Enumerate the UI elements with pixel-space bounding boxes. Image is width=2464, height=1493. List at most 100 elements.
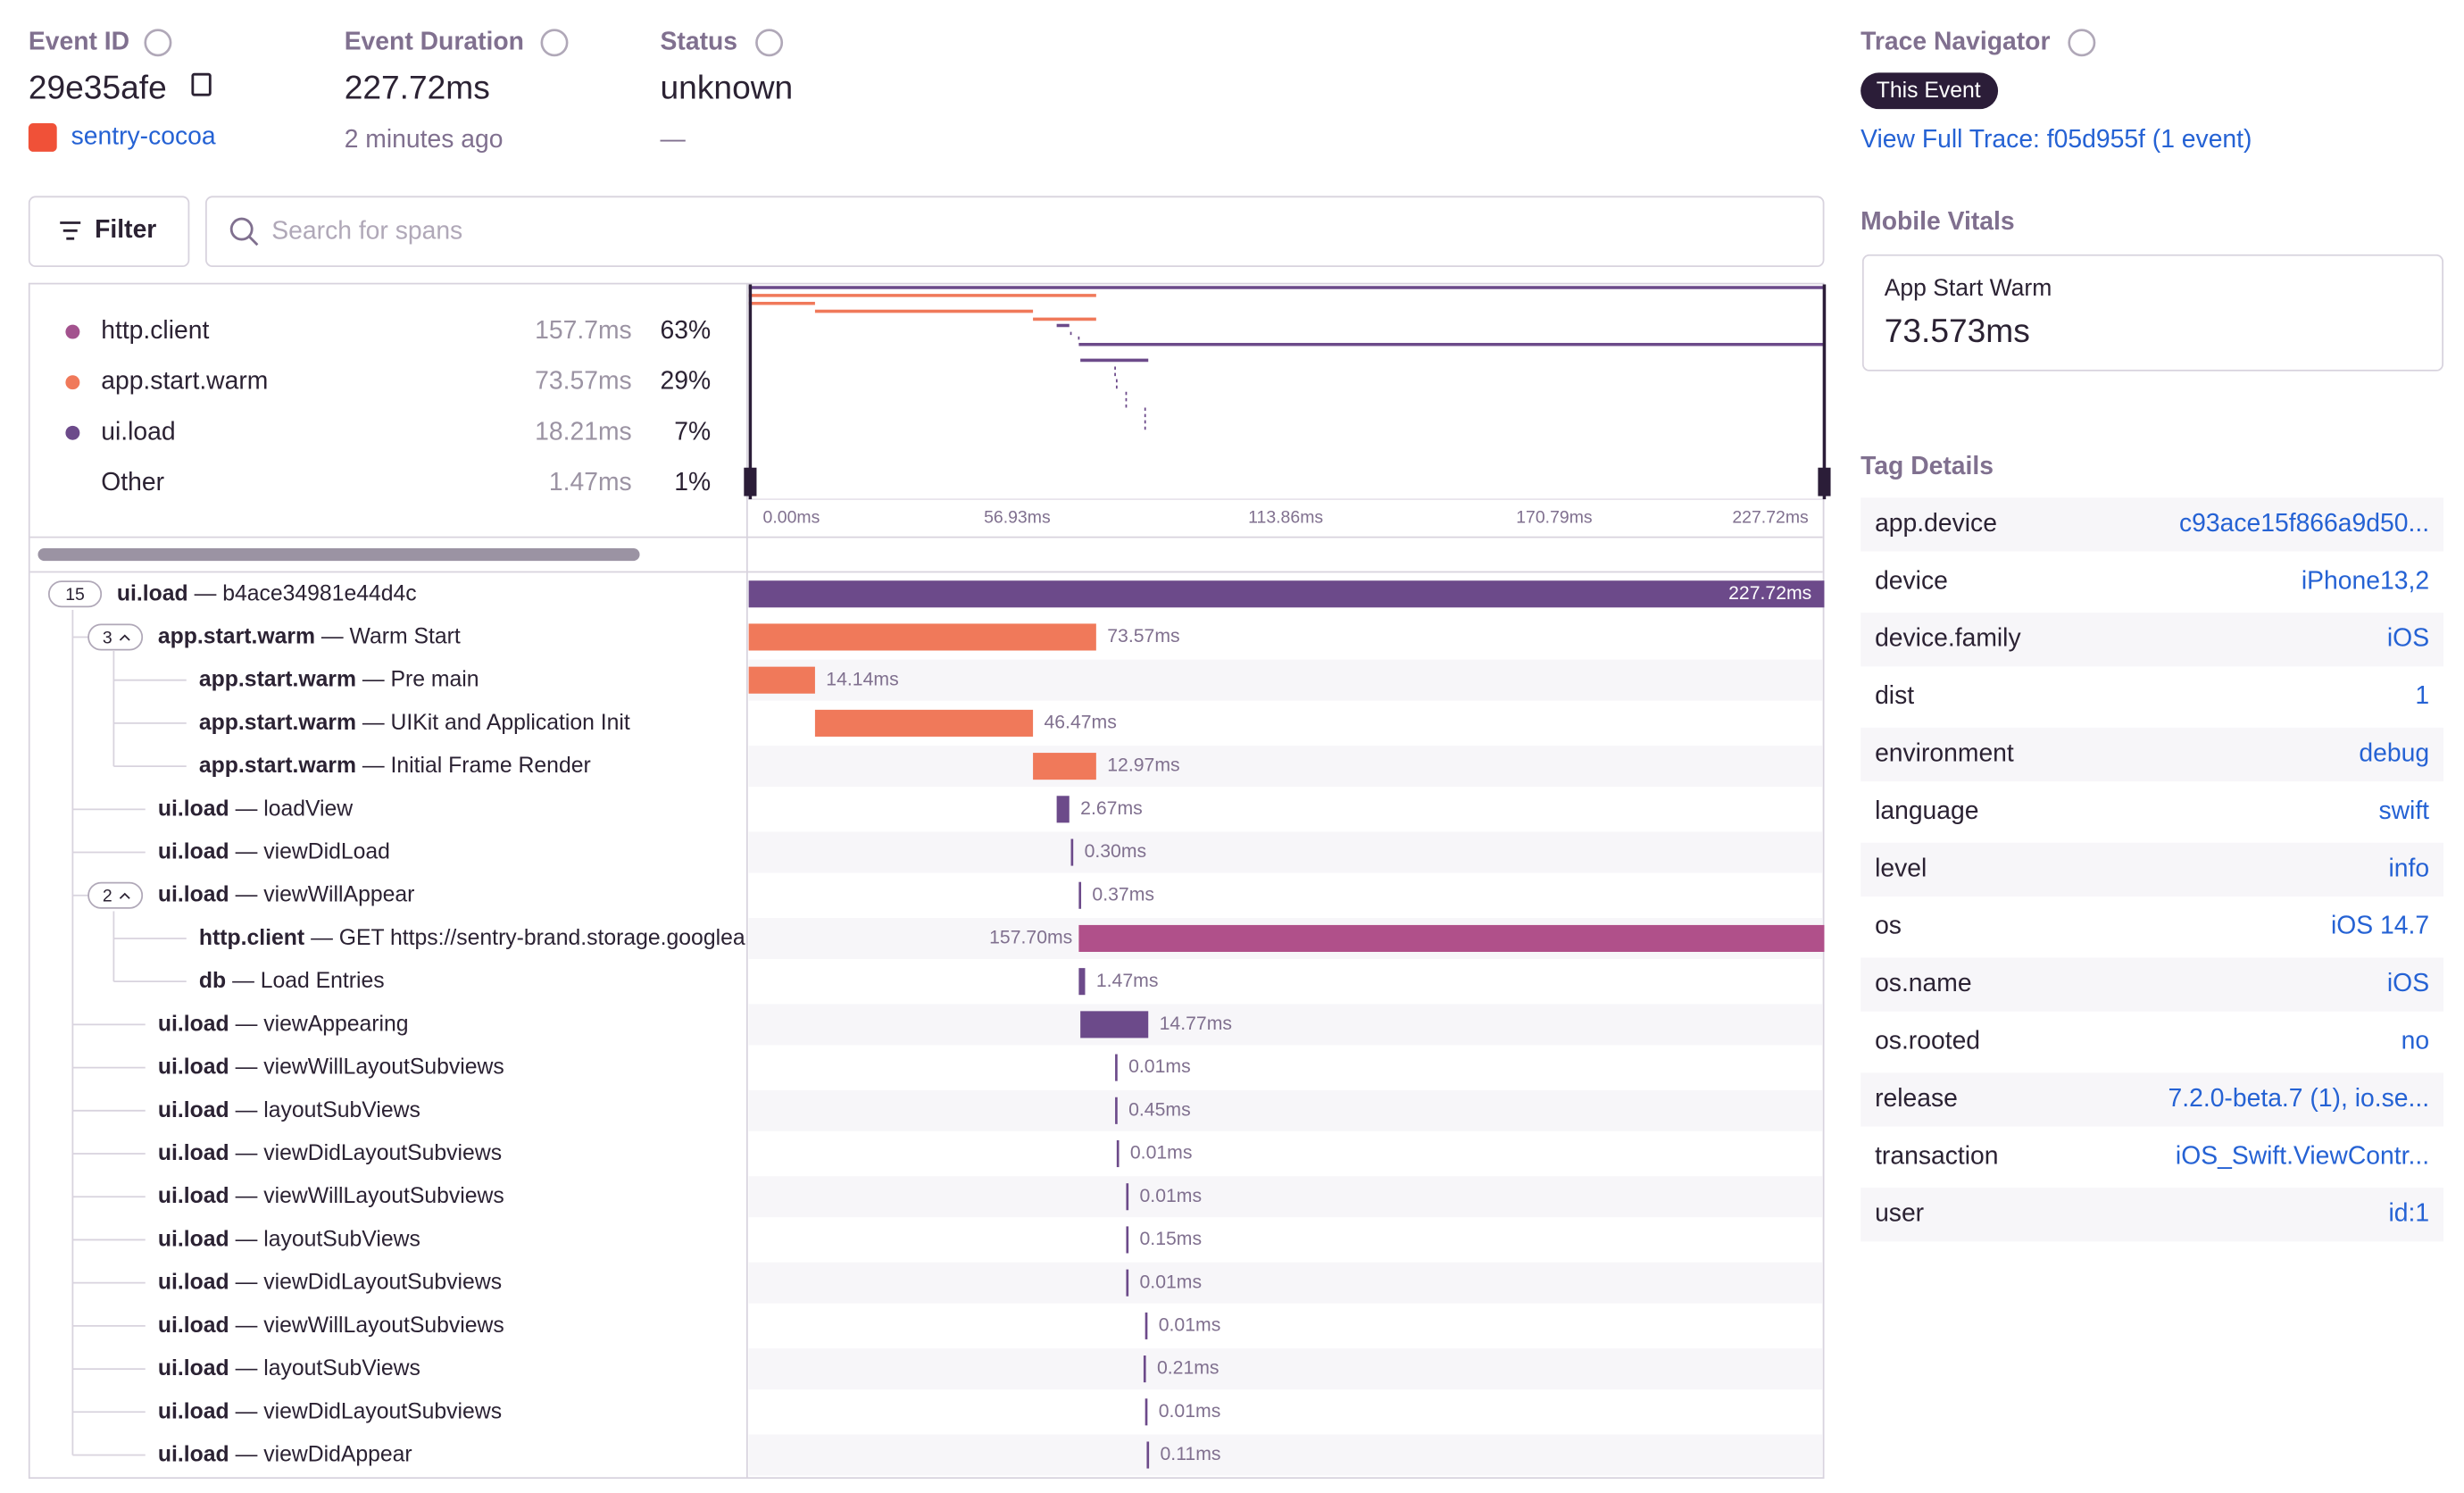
span-bar[interactable] <box>1078 924 1825 952</box>
span-duration: 0.01ms <box>1140 1272 1203 1292</box>
tag-value[interactable]: iOS <box>2387 623 2429 652</box>
span-name[interactable]: ui.load — viewDidLoad <box>158 839 390 863</box>
op-duration: 73.57ms <box>535 366 632 395</box>
span-description: — layoutSubViews <box>236 1356 420 1380</box>
span-name[interactable]: ui.load — b4ace34981e44d4c <box>117 581 417 605</box>
span-description: — b4ace34981e44d4c <box>195 581 417 605</box>
tag-value[interactable]: iOS <box>2387 968 2429 997</box>
span-description: — viewWillAppear <box>236 882 415 906</box>
span-name[interactable]: ui.load — layoutSubViews <box>158 1356 420 1380</box>
span-name[interactable]: ui.load — viewWillLayoutSubviews <box>158 1055 504 1079</box>
search-placeholder: Search for spans <box>271 216 462 245</box>
tag-value[interactable]: swift <box>2378 796 2429 824</box>
tag-key: device <box>1875 565 1948 594</box>
search-input[interactable] <box>205 196 1825 268</box>
tag-value[interactable]: 7.2.0-beta.7 (1), io.se... <box>2168 1083 2430 1112</box>
span-bar[interactable] <box>1116 1139 1120 1168</box>
span-bar[interactable] <box>1126 1183 1129 1211</box>
span-name[interactable]: app.start.warm — Warm Start <box>158 624 461 648</box>
span-bar[interactable] <box>1126 1269 1129 1297</box>
span-name[interactable]: ui.load — viewDidLayoutSubviews <box>158 1270 502 1294</box>
span-bar[interactable] <box>1145 1398 1148 1426</box>
span-name[interactable]: ui.load — viewWillAppear <box>158 882 414 906</box>
op-name: app.start.warm <box>101 366 268 395</box>
project-link[interactable]: sentry-cocoa <box>71 121 216 149</box>
span-description: — viewDidLayoutSubviews <box>236 1399 503 1423</box>
span-bar[interactable] <box>1078 968 1086 996</box>
filter-button[interactable] <box>28 196 190 268</box>
tag-value[interactable]: iPhone13,2 <box>2302 565 2429 594</box>
minimap-handle[interactable] <box>744 467 757 496</box>
tag-value[interactable]: id:1 <box>2388 1198 2429 1227</box>
help-icon[interactable] <box>755 29 784 57</box>
span-bar[interactable] <box>1126 1226 1129 1254</box>
span-name[interactable]: db — Load Entries <box>199 969 385 993</box>
span-name[interactable]: app.start.warm — Pre main <box>199 667 479 691</box>
child-count[interactable]: 2 <box>103 887 112 906</box>
span-bar[interactable] <box>814 709 1034 737</box>
help-icon[interactable] <box>2068 29 2096 57</box>
copy-icon[interactable] <box>191 72 212 96</box>
scrollbar[interactable] <box>37 547 640 562</box>
span-bar[interactable] <box>1145 1312 1148 1339</box>
op-name: http.client <box>101 315 209 344</box>
op-duration: 1.47ms <box>549 467 632 496</box>
tag-value[interactable]: iOS_Swift.ViewContr... <box>2176 1140 2429 1169</box>
tag-value[interactable]: no <box>2402 1025 2429 1054</box>
span-bar[interactable] <box>748 666 815 694</box>
span-name[interactable]: ui.load — layoutSubViews <box>158 1227 420 1251</box>
span-bar[interactable] <box>1070 838 1074 866</box>
trace-link[interactable]: View Full Trace: f05d955f (1 event) <box>1860 124 2252 153</box>
span-bar[interactable] <box>1115 1054 1118 1081</box>
row-bg <box>748 1176 1823 1218</box>
help-icon[interactable] <box>144 29 172 57</box>
op-percent: 29% <box>661 366 712 395</box>
child-count[interactable]: 3 <box>103 628 112 647</box>
filter-icon <box>60 221 81 240</box>
span-bar[interactable] <box>1056 796 1070 823</box>
tag-value[interactable]: info <box>2388 853 2429 881</box>
span-name[interactable]: ui.load — viewDidLayoutSubviews <box>158 1399 502 1423</box>
toggle-badge[interactable] <box>87 881 144 909</box>
filter-label[interactable]: Filter <box>95 214 156 243</box>
tag-key: dist <box>1875 680 1914 709</box>
tag-value[interactable]: debug <box>2359 738 2429 766</box>
span-bar[interactable] <box>1143 1355 1146 1383</box>
help-icon[interactable] <box>540 29 569 57</box>
op-name: Other <box>101 467 164 496</box>
span-name[interactable]: ui.load — viewDidLayoutSubviews <box>158 1141 502 1165</box>
span-name[interactable]: ui.load — layoutSubViews <box>158 1097 420 1122</box>
span-op: db <box>199 969 226 993</box>
chevron <box>119 892 130 899</box>
op-duration: 157.7ms <box>535 315 632 344</box>
span-bar[interactable] <box>748 580 1825 608</box>
span-op: ui.load <box>158 1227 229 1251</box>
tag-value[interactable]: 1 <box>2415 680 2429 709</box>
child-count[interactable]: 15 <box>65 585 85 605</box>
toggle-badge[interactable] <box>87 623 144 651</box>
minimap-tick: 227.72ms <box>1732 507 1809 527</box>
tag-value[interactable]: c93ace15f866a9d50... <box>2179 508 2429 537</box>
span-bar[interactable] <box>748 623 1096 651</box>
span-name[interactable]: ui.load — viewAppearing <box>158 1012 409 1036</box>
span-name[interactable]: ui.load — viewWillLayoutSubviews <box>158 1313 504 1337</box>
span-name[interactable]: ui.load — viewWillLayoutSubviews <box>158 1184 504 1208</box>
span-name[interactable]: app.start.warm — UIKit and Application I… <box>199 710 630 734</box>
span-bar[interactable] <box>1080 1011 1149 1038</box>
span-bar[interactable] <box>1033 753 1096 780</box>
section-title: Tag Details <box>1860 451 1994 480</box>
span-bar[interactable] <box>1146 1441 1150 1469</box>
time-ago: 2 minutes ago <box>345 124 504 153</box>
span-name[interactable]: app.start.warm — Initial Frame Render <box>199 754 591 778</box>
span-name[interactable]: ui.load — loadView <box>158 797 353 821</box>
span-name[interactable]: ui.load — viewDidAppear <box>158 1442 412 1466</box>
span-name[interactable]: http.client — GET https://sentry-brand.s… <box>199 926 745 950</box>
span-bar[interactable] <box>1078 881 1082 909</box>
span-description: — viewWillLayoutSubviews <box>236 1184 504 1208</box>
span-op: ui.load <box>158 1270 229 1294</box>
vital-value: 73.573ms <box>1885 312 2030 349</box>
tag-value[interactable]: iOS 14.7 <box>2331 911 2429 939</box>
toggle-badge[interactable] <box>47 580 103 608</box>
span-bar[interactable] <box>1115 1097 1118 1124</box>
minimap-handle[interactable] <box>1818 467 1831 496</box>
